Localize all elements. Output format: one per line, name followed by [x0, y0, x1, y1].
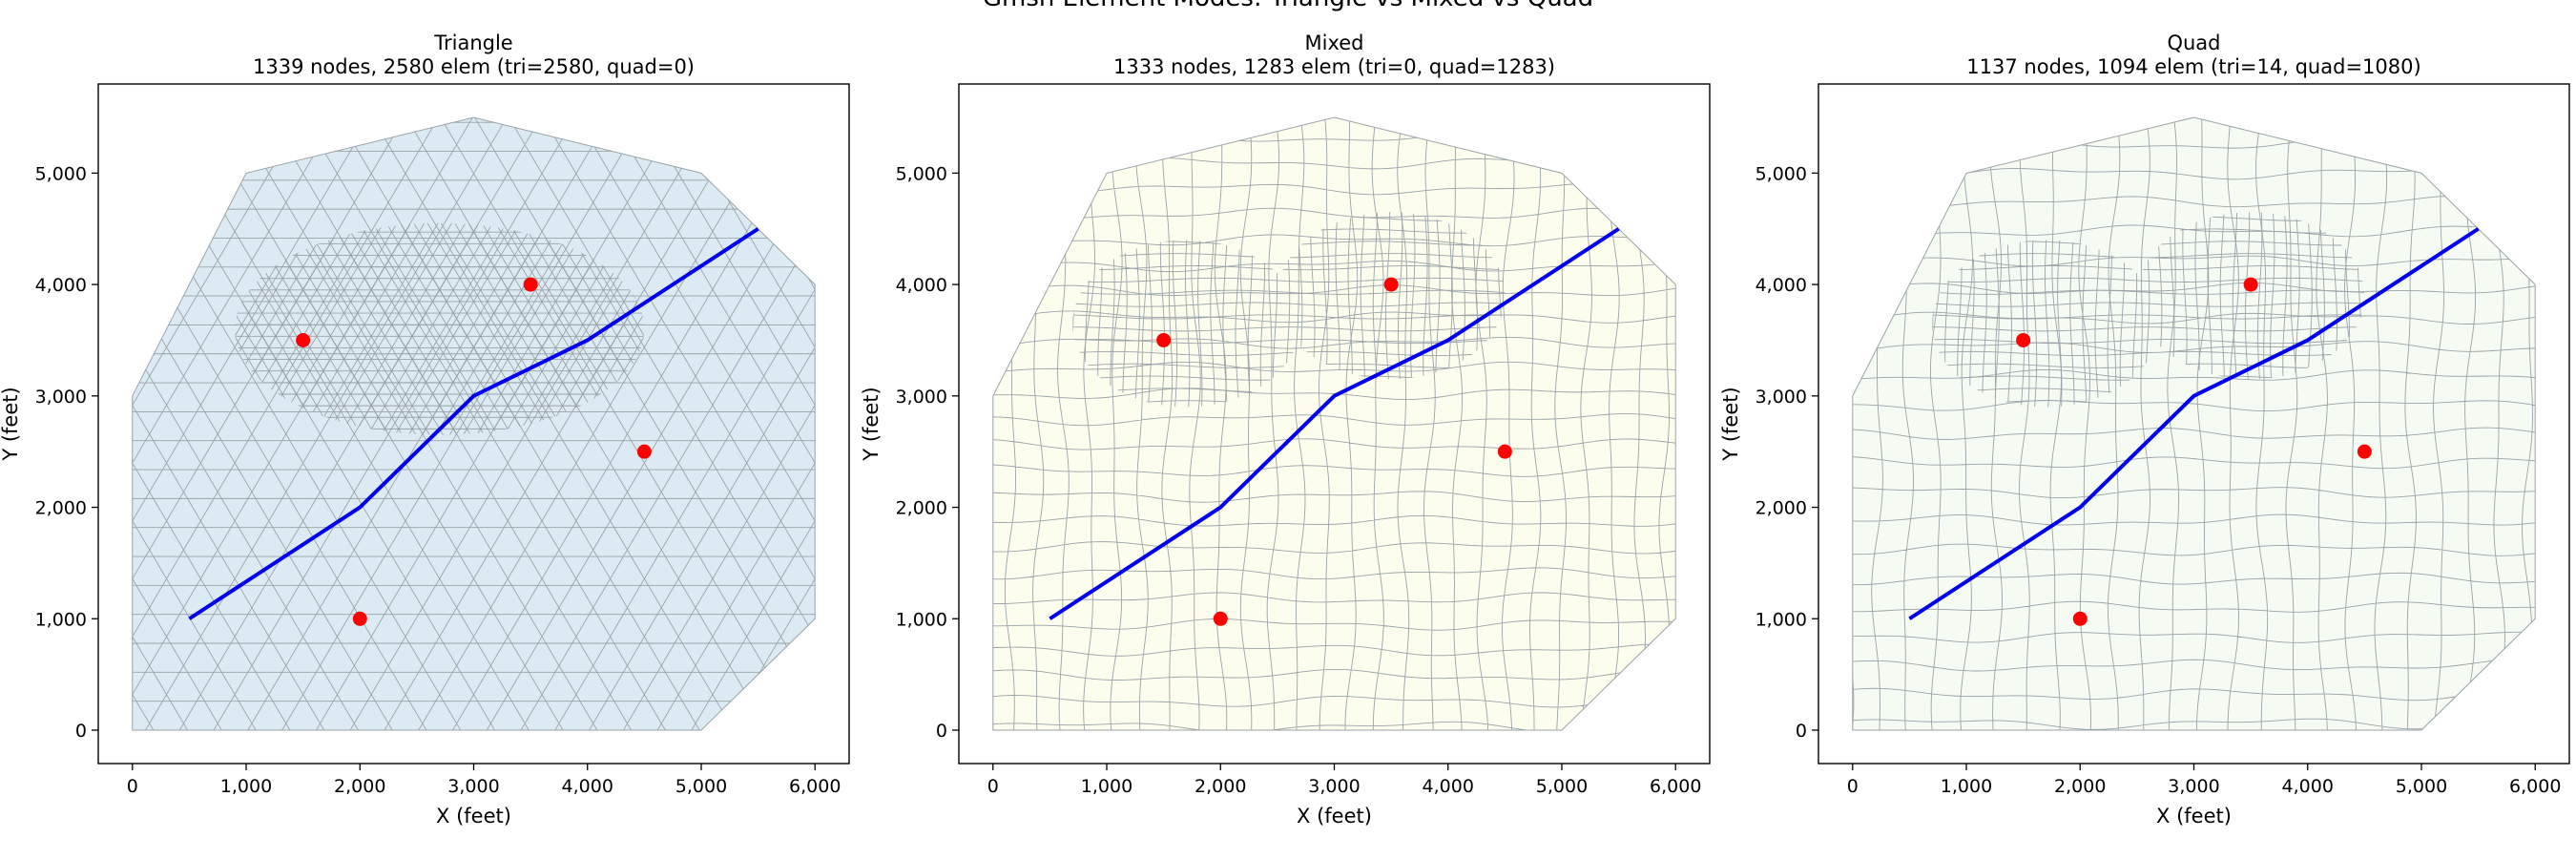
- x-tick-label: 1,000: [220, 776, 272, 797]
- x-tick-label: 0: [127, 776, 138, 797]
- y-tick-label: 1,000: [35, 609, 87, 630]
- y-tick-label: 1,000: [1755, 609, 1807, 630]
- line-series: [188, 227, 759, 620]
- x-tick-label: 3,000: [447, 776, 499, 797]
- figure-suptitle: Gmsh Element Modes: Triangle vs Mixed vs…: [983, 0, 1593, 12]
- x-tick-label: 2,000: [2054, 776, 2106, 797]
- x-tick-label: 6,000: [789, 776, 841, 797]
- data-point: [2243, 277, 2258, 292]
- x-tick-label: 5,000: [675, 776, 727, 797]
- data-point: [1497, 444, 1512, 459]
- x-tick-label: 2,000: [1195, 776, 1246, 797]
- panel-title: Quad: [2167, 31, 2220, 54]
- x-tick-label: 3,000: [1308, 776, 1360, 797]
- panel-subtitle: 1333 nodes, 1283 elem (tri=0, quad=1283): [1113, 55, 1555, 78]
- panel-subtitle: 1339 nodes, 2580 elem (tri=2580, quad=0): [253, 55, 695, 78]
- x-tick-label: 6,000: [2509, 776, 2561, 797]
- y-tick-label: 3,000: [35, 387, 87, 408]
- y-tick-label: 0: [75, 721, 87, 742]
- panel-subtitle: 1137 nodes, 1094 elem (tri=14, quad=1080…: [1966, 55, 2420, 78]
- x-tick-label: 6,000: [1650, 776, 1701, 797]
- line-series: [1908, 227, 2480, 620]
- panel-triangle: 0 1,000 2,000 3,000 4,000 5,000 6,000 0 1,000 2,0…: [0, 31, 850, 828]
- panel-quad: 0 1,000 2,000 3,000 4,000 5,000 6,000 0 1,000 2,0…: [1719, 31, 2570, 828]
- y-tick-label: 5,000: [1755, 163, 1807, 184]
- y-tick-label: 4,000: [896, 275, 947, 296]
- data-point: [636, 444, 652, 459]
- data-point: [1213, 611, 1228, 626]
- x-tick-label: 5,000: [2396, 776, 2447, 797]
- x-axis-label: X (feet): [436, 805, 511, 828]
- mesh-region: [1852, 116, 2536, 731]
- panel-mixed: 0 1,000 2,000 3,000 4,000 5,000 6,000 0 1,000 2,0…: [860, 31, 1711, 828]
- mesh-region: [132, 116, 816, 731]
- data-point: [2072, 611, 2088, 626]
- x-tick-label: 2,000: [334, 776, 385, 797]
- y-tick-label: 2,000: [1755, 498, 1807, 519]
- data-point: [523, 277, 538, 292]
- data-point: [296, 332, 311, 347]
- x-tick-label: 0: [1847, 776, 1859, 797]
- y-tick-label: 4,000: [35, 275, 87, 296]
- y-axis-label: Y (feet): [860, 387, 883, 461]
- mesh-lines: [132, 117, 816, 730]
- y-axis-label: Y (feet): [0, 387, 22, 461]
- y-tick-label: 2,000: [896, 498, 947, 519]
- data-point: [1156, 332, 1172, 347]
- y-tick-label: 1,000: [896, 609, 947, 630]
- x-tick-label: 1,000: [1081, 776, 1132, 797]
- x-tick-label: 0: [987, 776, 999, 797]
- x-tick-label: 5,000: [1536, 776, 1588, 797]
- x-tick-label: 4,000: [2282, 776, 2334, 797]
- x-tick-label: 1,000: [1941, 776, 1992, 797]
- data-point: [352, 611, 367, 626]
- panel-title: Triangle: [433, 31, 512, 54]
- y-tick-label: 2,000: [35, 498, 87, 519]
- x-axis-label: X (feet): [1297, 805, 1372, 828]
- data-point: [2357, 444, 2372, 459]
- y-tick-label: 3,000: [896, 387, 947, 408]
- y-tick-label: 0: [1796, 721, 1807, 742]
- x-tick-label: 3,000: [2168, 776, 2219, 797]
- y-tick-label: 5,000: [35, 163, 87, 184]
- mesh-lines: [1852, 117, 2536, 730]
- line-series: [1049, 227, 1620, 620]
- y-axis-label: Y (feet): [1719, 387, 1742, 461]
- panel-title: Mixed: [1305, 31, 1364, 54]
- x-axis-label: X (feet): [2156, 805, 2232, 828]
- y-tick-label: 0: [936, 721, 947, 742]
- y-tick-label: 3,000: [1755, 387, 1807, 408]
- x-tick-label: 4,000: [1423, 776, 1474, 797]
- data-point: [1383, 277, 1399, 292]
- y-tick-label: 5,000: [896, 163, 947, 184]
- data-point: [2016, 332, 2031, 347]
- x-tick-label: 4,000: [562, 776, 613, 797]
- y-tick-label: 4,000: [1755, 275, 1807, 296]
